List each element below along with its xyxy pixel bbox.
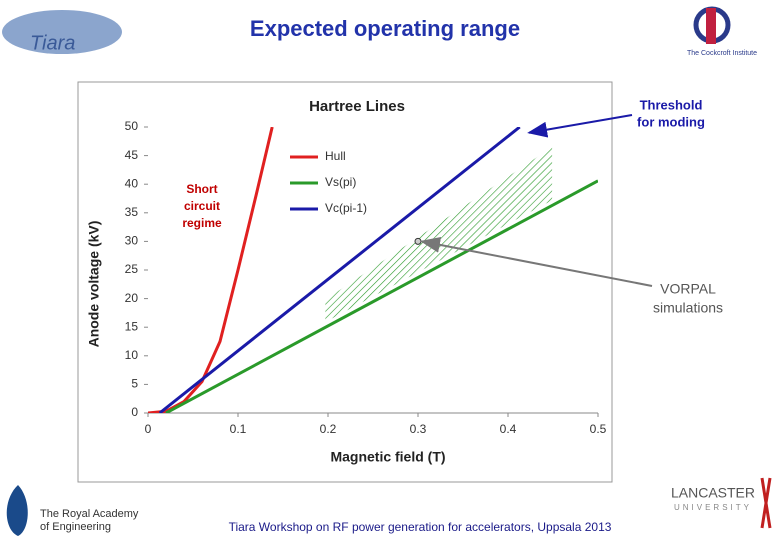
legend-label: Vs(pi) [325, 175, 356, 189]
y-tick-label: 40 [125, 176, 139, 190]
cockcroft-text: The Cockcroft Institute [687, 50, 757, 57]
series-line [165, 179, 598, 413]
x-tick-label: 0.3 [410, 422, 427, 436]
shaded-region [325, 147, 553, 323]
x-axis-label: Magnetic field (T) [330, 449, 445, 465]
annotation: simulations [653, 300, 723, 316]
annotation: regime [182, 216, 222, 230]
y-tick-label: 25 [125, 262, 139, 276]
y-tick-label: 50 [125, 119, 139, 133]
annotation-arrow [420, 236, 653, 287]
academy-logo [6, 485, 28, 536]
chart-title: Hartree Lines [309, 98, 405, 115]
annotation: VORPAL [660, 281, 716, 297]
x-tick-label: 0.2 [320, 422, 337, 436]
tiara-logo [2, 10, 122, 54]
legend-label: Hull [325, 149, 346, 163]
series-line [158, 127, 521, 413]
x-tick-label: 0.5 [590, 422, 607, 436]
y-tick-label: 20 [125, 291, 139, 305]
lancaster-text: LANCASTER [671, 485, 755, 501]
tiara-text: Tiara [30, 32, 75, 54]
y-tick-label: 30 [125, 234, 139, 248]
x-tick-label: 0.4 [500, 422, 517, 436]
y-tick-label: 5 [131, 377, 138, 391]
annotation: Short [186, 182, 217, 196]
legend-label: Vc(pi-1) [325, 201, 367, 215]
academy-text: The Royal Academy [40, 508, 139, 520]
plot-area [148, 127, 598, 413]
series-line [148, 127, 274, 413]
x-tick-label: 0 [145, 422, 152, 436]
y-tick-label: 10 [125, 348, 139, 362]
annotation: circuit [184, 199, 220, 213]
vorpal-point [414, 237, 422, 245]
footer: Tiara Workshop on RF power generation fo… [229, 520, 612, 534]
chart-frame [77, 81, 613, 483]
x-tick-label: 0.1 [230, 422, 247, 436]
y-tick-label: 0 [131, 405, 138, 419]
slide-title: Expected operating range [250, 16, 520, 41]
y-tick-label: 45 [125, 148, 139, 162]
academy-text: of Engineering [40, 521, 111, 533]
annotation: for moding [637, 114, 705, 129]
annotation: Threshold [640, 97, 703, 112]
lancaster-logo [760, 477, 772, 529]
y-axis-label: Anode voltage (kV) [86, 221, 102, 348]
lancaster-text: UNIVERSITY [674, 503, 752, 512]
y-tick-label: 15 [125, 319, 139, 333]
y-tick-label: 35 [125, 205, 139, 219]
annotation-arrow [527, 114, 633, 138]
cockcroft-logo-bar [706, 8, 716, 44]
